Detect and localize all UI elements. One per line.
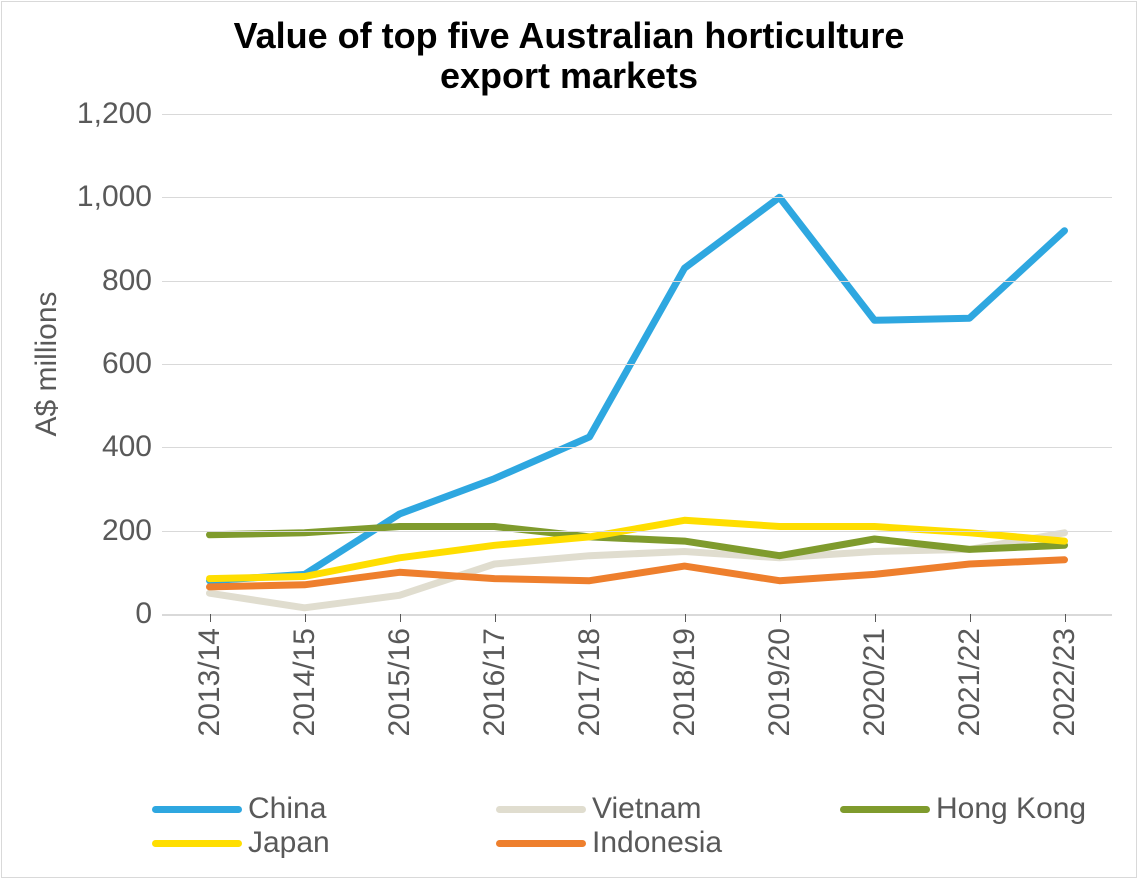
x-tick [1065,614,1066,622]
series-china [210,197,1065,580]
legend-swatch [840,806,930,813]
x-tick [685,614,686,622]
legend-label: Indonesia [592,826,722,860]
legend-swatch [152,840,242,847]
legend-item-vietnam: Vietnam [496,792,816,826]
x-tick-label: 2019/20 [763,628,797,736]
gridline [162,447,1112,448]
x-tick [970,614,971,622]
y-tick-label: 1,200 [77,97,152,131]
legend-label: Hong Kong [936,792,1086,826]
legend-swatch [496,840,586,847]
legend-row: Japan Indonesia [152,826,1136,860]
gridline [162,114,1112,115]
gridline [162,197,1112,198]
legend-item-china: China [152,792,472,826]
x-tick [495,614,496,622]
chart-title-line1: Value of top five Australian horticultur… [234,15,905,56]
plot-area: 02004006008001,0001,200 [162,114,1112,614]
y-tick-label: 200 [102,514,152,548]
x-tick [875,614,876,622]
legend-label: China [248,792,326,826]
x-tick [210,614,211,622]
chart-title-line2: export markets [440,55,698,96]
legend-label: Vietnam [592,792,702,826]
x-tick-label: 2015/16 [383,628,417,736]
legend-row: China Vietnam Hong Kong [152,792,1136,826]
y-axis-label: A$ millions [30,291,64,436]
y-tick-label: 1,000 [77,180,152,214]
x-tick [780,614,781,622]
legend-swatch [496,806,586,813]
x-tick [400,614,401,622]
legend: China Vietnam Hong Kong Japan Indonesia [2,792,1136,860]
gridline [162,531,1112,532]
x-tick-label: 2022/23 [1048,628,1082,736]
legend-item-japan: Japan [152,826,472,860]
x-tick-label: 2016/17 [478,628,512,736]
y-tick-label: 800 [102,264,152,298]
x-tick-label: 2017/18 [573,628,607,736]
legend-label: Japan [248,826,330,860]
x-tick-label: 2014/15 [288,628,322,736]
x-tick-label: 2013/14 [193,628,227,736]
x-tick-label: 2018/19 [668,628,702,736]
y-tick-label: 0 [135,597,152,631]
x-tick-label: 2020/21 [858,628,892,736]
y-tick-label: 400 [102,430,152,464]
x-tick [590,614,591,622]
legend-item-indonesia: Indonesia [496,826,816,860]
x-tick-label: 2021/22 [953,628,987,736]
legend-item-hong-kong: Hong Kong [840,792,1138,826]
chart-title: Value of top five Australian horticultur… [2,16,1136,95]
gridline [162,364,1112,365]
y-tick-label: 600 [102,347,152,381]
x-tick [305,614,306,622]
gridline [162,281,1112,282]
chart-frame: Value of top five Australian horticultur… [1,1,1137,878]
legend-swatch [152,806,242,813]
